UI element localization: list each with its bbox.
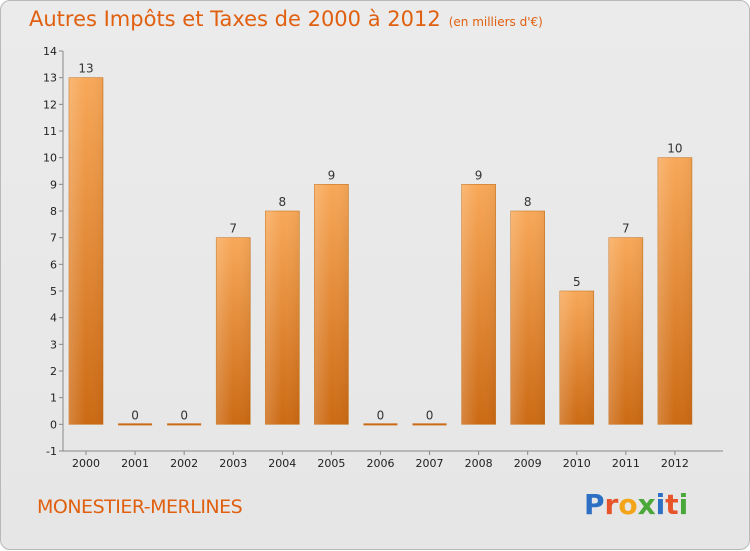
x-tick-label: 2012 <box>661 457 689 470</box>
x-tick-label: 2006 <box>366 457 394 470</box>
x-tick-label: 2007 <box>416 457 444 470</box>
bars <box>68 77 693 426</box>
brand-letter: i <box>678 488 689 521</box>
x-tick-label: 2000 <box>72 457 100 470</box>
x-tick-label: 2001 <box>121 457 149 470</box>
value-label-2011: 7 <box>622 222 630 236</box>
value-label-2000: 13 <box>78 62 93 76</box>
x-tick-label: 2008 <box>465 457 493 470</box>
x-tick-label: 2010 <box>563 457 591 470</box>
value-label-2004: 8 <box>278 195 286 209</box>
brand-letter: r <box>604 488 619 521</box>
y-tick-label: 6 <box>50 258 57 271</box>
x-tick-label: 2004 <box>268 457 296 470</box>
y-tick-label: 12 <box>43 98 57 111</box>
bar-shade-2003 <box>216 237 251 425</box>
bar-shade-2008 <box>461 184 496 425</box>
y-tick-label: 3 <box>50 338 57 351</box>
y-tick-label: 10 <box>43 152 57 165</box>
chart-title: Autres Impôts et Taxes de 2000 à 2012 (en… <box>29 7 543 31</box>
value-label-2002: 0 <box>180 408 188 422</box>
value-label-2003: 7 <box>229 222 237 236</box>
value-labels: 13 0 0 7 8 9 0 0 9 8 5 7 10 <box>78 62 682 423</box>
y-tick-label: 1 <box>50 392 57 405</box>
brand-letter: x <box>637 488 656 521</box>
value-label-2009: 8 <box>524 195 532 209</box>
value-label-2001: 0 <box>131 408 139 422</box>
y-tick-label: 11 <box>43 125 57 138</box>
x-tick-label: 2002 <box>170 457 198 470</box>
value-label-2005: 9 <box>328 168 336 182</box>
value-label-2008: 9 <box>475 168 483 182</box>
y-tick-label: -1 <box>46 445 57 458</box>
bar-shade-2005 <box>314 184 349 425</box>
value-label-2007: 0 <box>426 408 434 422</box>
y-tick-label: 14 <box>43 45 57 58</box>
bar-shade-2009 <box>510 211 545 425</box>
y-tick-label: 0 <box>50 418 57 431</box>
bar-shade-2000 <box>69 77 103 425</box>
location-name: MONESTIER-MERLINES <box>37 496 243 518</box>
x-tick-label: 2003 <box>219 457 247 470</box>
y-tick-label: 2 <box>50 365 57 378</box>
brand-letter: o <box>618 488 638 521</box>
value-label-2006: 0 <box>377 408 385 422</box>
value-label-2012: 10 <box>667 142 682 156</box>
y-tick-label: 4 <box>50 312 57 325</box>
brand-letter: i <box>655 488 666 521</box>
y-tick-label: 5 <box>50 285 57 298</box>
y-tick-label: 13 <box>43 72 57 85</box>
brand-logo: Proxiti <box>584 488 688 521</box>
unit-label: (en milliers d'€) <box>448 15 543 29</box>
brand-letter: t <box>665 488 679 521</box>
x-tick-label: 2009 <box>514 457 542 470</box>
value-label-2010: 5 <box>573 275 581 289</box>
x-tick-label: 2005 <box>317 457 345 470</box>
brand-letter: P <box>584 488 605 521</box>
bar-shade-2010 <box>559 291 594 425</box>
x-tick-label: 2011 <box>612 457 640 470</box>
bar-shade-2004 <box>265 211 300 425</box>
bar-shade-2011 <box>608 237 643 425</box>
bar-shade-2012 <box>657 157 692 425</box>
title-text: Autres Impôts et Taxes de 2000 à 2012 <box>29 7 441 31</box>
y-tick-label: 7 <box>50 232 57 245</box>
y-tick-label: 9 <box>50 178 57 191</box>
y-tick-label: 8 <box>50 205 57 218</box>
